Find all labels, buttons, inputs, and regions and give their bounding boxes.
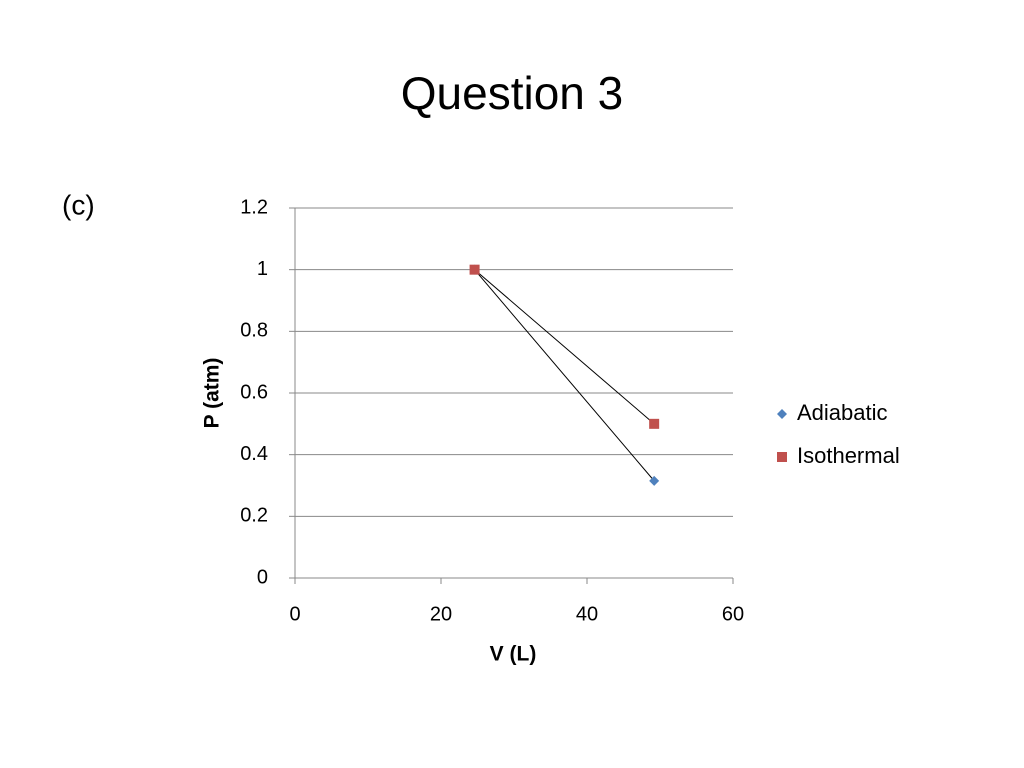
y-tick-label: 0.2 bbox=[240, 505, 268, 527]
point bbox=[649, 475, 660, 486]
x-axis-title: V (L) bbox=[490, 643, 537, 666]
y-axis-title: P (atm) bbox=[201, 358, 224, 429]
y-tick-label: 0.4 bbox=[240, 443, 268, 465]
series-line bbox=[474, 269, 655, 425]
y-tick-label: 0.8 bbox=[240, 320, 268, 342]
x-tick-label: 20 bbox=[430, 603, 452, 625]
annotation: (c) bbox=[62, 189, 95, 220]
y-tick-label: 1 bbox=[257, 258, 268, 280]
series-line bbox=[474, 269, 655, 482]
legend-marker bbox=[777, 409, 787, 419]
point bbox=[649, 418, 660, 429]
x-tick-label: 40 bbox=[576, 603, 598, 625]
y-tick-label: 0.6 bbox=[240, 381, 268, 403]
legend-marker bbox=[777, 452, 787, 462]
y-tick-label: 1.2 bbox=[240, 196, 268, 218]
legend-label: Adiabatic bbox=[797, 400, 888, 425]
x-tick-label: 0 bbox=[289, 603, 300, 625]
legend-label: Isothermal bbox=[797, 443, 900, 468]
point bbox=[469, 264, 480, 275]
y-tick-label: 0 bbox=[257, 566, 268, 588]
x-tick-label: 60 bbox=[722, 603, 744, 625]
slide-title: Question 3 bbox=[401, 67, 623, 119]
